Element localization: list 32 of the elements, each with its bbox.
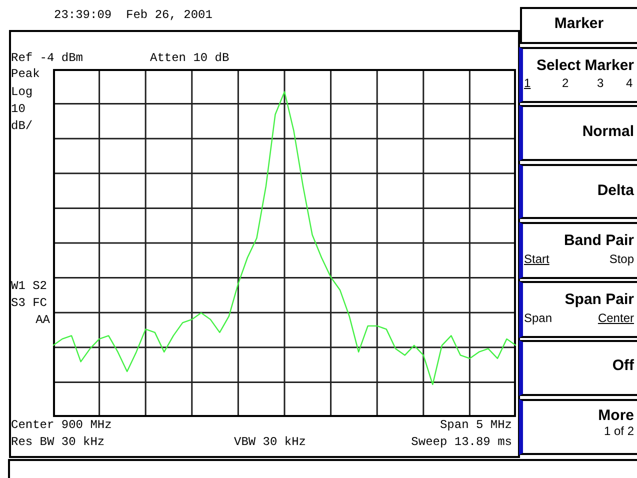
text: 1	[524, 76, 531, 90]
text: W1 S2	[11, 279, 48, 293]
text: AA	[36, 313, 50, 327]
text: Res BW 30 kHz	[11, 435, 105, 449]
text: Stop	[609, 252, 634, 266]
text: Sweep 13.89 ms	[411, 435, 512, 449]
text: S3 FC	[11, 296, 48, 310]
text: Span	[524, 311, 552, 325]
text: Center	[598, 311, 634, 325]
text: Normal	[582, 123, 634, 140]
text: Start	[524, 252, 550, 266]
text: Atten 10 dB	[150, 51, 230, 65]
text: VBW 30 kHz	[234, 435, 306, 449]
text: Peak	[11, 67, 40, 81]
text: 1 of 2	[604, 424, 634, 438]
text: 10	[11, 102, 26, 116]
text: Off	[612, 357, 634, 374]
text: Span 5 MHz	[440, 418, 512, 432]
text: Span Pair	[564, 291, 634, 308]
text: Select Marker	[536, 57, 634, 74]
text: Center 900 MHz	[11, 418, 112, 432]
text: 2	[562, 76, 569, 90]
text: dB/	[11, 119, 33, 133]
text: 23:39:09 Feb 26, 2001	[54, 8, 212, 22]
text: Ref -4 dBm	[11, 51, 84, 65]
text: More	[598, 407, 634, 424]
text: Marker	[554, 15, 604, 32]
text: 3	[597, 76, 604, 90]
text: Band Pair	[564, 232, 634, 249]
text: Log	[11, 85, 33, 99]
text: Delta	[597, 182, 634, 199]
text: 4	[626, 76, 633, 90]
